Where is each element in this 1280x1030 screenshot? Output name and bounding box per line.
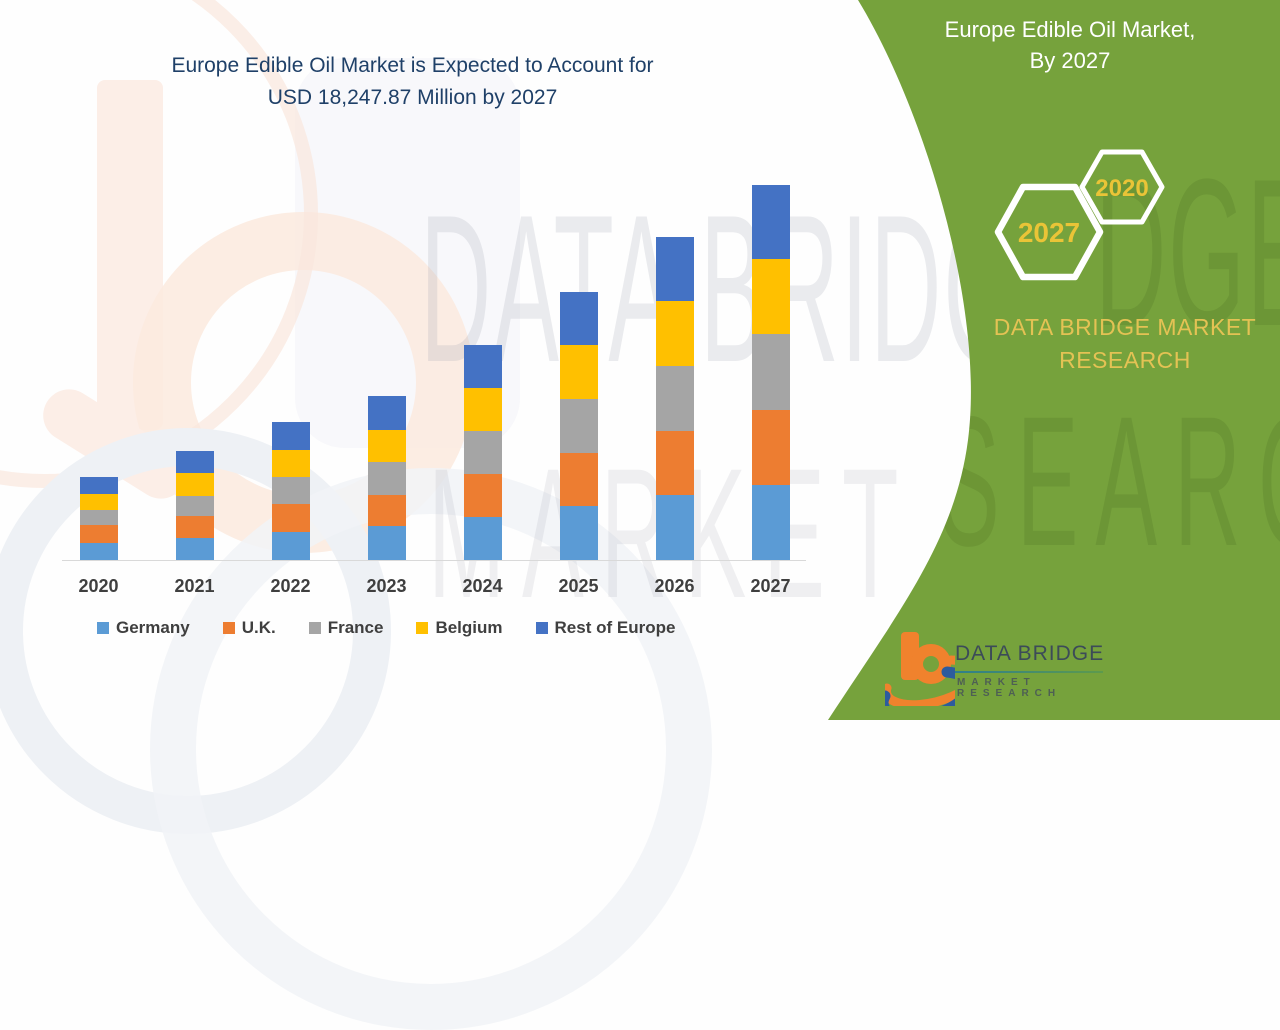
x-axis-label-2027: 2027	[750, 576, 791, 596]
bar-segment-2027-france	[751, 334, 790, 410]
bar-segment-2026-belgium	[655, 301, 694, 366]
legend-item-rest-of-europe: Rest of Europe	[535, 618, 676, 638]
bar-segment-2020-france	[79, 510, 118, 525]
hexagon-2020-year: 2020	[1095, 175, 1148, 202]
bar-segment-2027-rest-of-europe	[751, 185, 790, 259]
bar-segment-2020-germany	[79, 543, 118, 560]
panel-watermark-top: DGE	[1095, 134, 1280, 370]
bar-segment-2027-germany	[751, 485, 790, 560]
legend-item-belgium: Belgium	[416, 618, 503, 638]
legend-label: U.K.	[241, 618, 276, 637]
hexagon-2020-badge	[1079, 149, 1165, 225]
bar-segment-2025-belgium	[559, 345, 598, 399]
bar-segment-2020-u-k	[79, 525, 118, 543]
green-panel-shape	[828, 0, 1280, 720]
bar-segment-2026-france	[655, 366, 694, 431]
x-axis-label-2024: 2024	[462, 576, 503, 596]
bar-segment-2025-germany	[559, 506, 598, 560]
panel-watermark-bottom: SEARCH	[938, 378, 1280, 584]
green-panel: DGE SEARCH 2027 2020	[828, 0, 1280, 720]
legend-item-u-k: U.K.	[222, 618, 276, 638]
hexagon-2027-badge	[994, 183, 1104, 281]
x-axis-label-2022: 2022	[270, 576, 311, 596]
bar-segment-2025-rest-of-europe	[559, 292, 598, 345]
legend-label: Rest of Europe	[554, 618, 676, 637]
legend-label: Belgium	[435, 618, 503, 637]
x-axis-line	[62, 560, 806, 561]
bar-2027	[751, 185, 790, 560]
legend-marker-icon	[416, 622, 429, 634]
legend-marker-icon	[535, 622, 548, 634]
x-axis-label-2020: 2020	[78, 576, 119, 596]
x-axis-label-2025: 2025	[558, 576, 599, 596]
legend-marker-icon	[97, 622, 109, 634]
legend-marker-icon	[308, 622, 321, 634]
bar-segment-2025-france	[559, 399, 598, 453]
bar-segment-2027-belgium	[751, 259, 790, 334]
legend-marker-icon	[222, 622, 235, 634]
bar-segment-2027-u-k	[751, 410, 790, 485]
bar-segment-2026-rest-of-europe	[655, 237, 694, 301]
hexagon-2027-year: 2027	[1018, 217, 1080, 248]
